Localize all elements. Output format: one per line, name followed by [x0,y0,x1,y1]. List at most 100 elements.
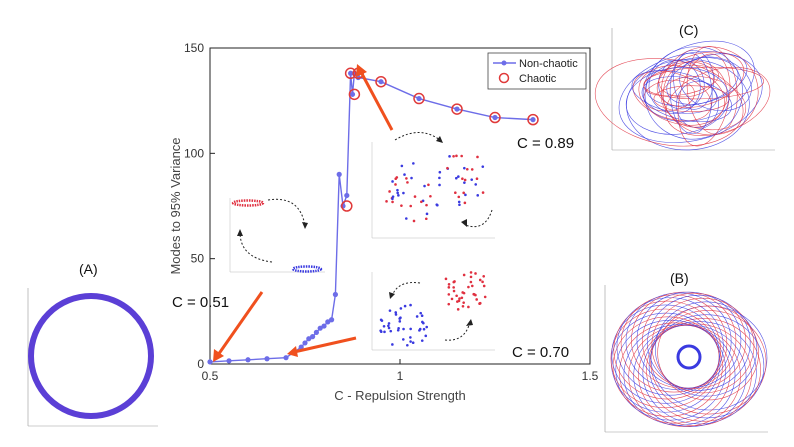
inset-dot [461,291,464,294]
inset-dot [461,177,464,181]
non-chaotic-point [325,319,331,325]
inset-dot [463,166,466,170]
non-chaotic-point [344,192,350,199]
inset-dot [406,181,409,184]
orbit-trace [612,316,723,417]
orbit-trace [646,318,761,422]
orbit-trace [669,52,713,135]
ring-orbit [28,293,154,419]
orbit-trace [641,76,733,122]
orbit-trace [650,305,768,411]
inset-dot [460,154,463,158]
inset-dot [452,289,456,293]
inset-dot [394,311,398,314]
inset-dot [447,302,451,306]
inset-dot [469,280,473,284]
orbit-trace [615,319,727,421]
panel-label-b: (B) [670,270,689,286]
inset-dot [475,177,479,181]
y-tick-label: 150 [184,41,204,55]
non-chaotic-point [317,325,323,331]
panel-label-a: (A) [79,261,98,277]
orbit-trace [661,46,759,136]
inset-dot [420,200,423,204]
inset-dot [425,325,429,329]
inset-dot [405,217,408,220]
non-chaotic-point [336,171,342,177]
non-chaotic-point [348,70,354,76]
chaotic-point [451,103,463,115]
inset-dot [483,295,487,299]
inset-dot [458,297,461,300]
inset-dot [436,203,439,207]
x-axis-label: C - Repulsion Strength [334,388,466,403]
inset-dot [397,326,400,330]
inset-dot [409,303,412,307]
panel-label-c: (C) [679,22,699,38]
inset-dot [455,294,458,298]
inset-dot [400,164,404,168]
non-chaotic-point [349,91,356,97]
inset-dot [391,343,394,346]
inset-dot [395,176,399,179]
orbit-trace [647,294,751,391]
inset-dot [385,200,388,203]
x-axis-ticks: 0.5 1 1.5 [202,359,599,383]
chaotic-point [489,111,501,124]
orbit-trace [656,51,745,108]
non-chaotic-point [321,323,327,329]
orbit-trace [625,67,730,135]
orbit-trace [643,66,764,100]
inset-dot [379,329,382,332]
orbit-trace [648,314,765,419]
orbit-trace [679,56,752,112]
inset-dot [418,327,422,331]
non-chaotic-point [207,359,213,365]
inset-dot [470,284,474,288]
inset-dot [389,329,393,333]
orbit-trace [657,305,759,401]
inset-dot [478,278,482,282]
panel-a-ring-plot [22,285,160,435]
inset-dot [469,271,473,274]
inset-dot [402,191,405,195]
inset-dot [410,176,413,180]
x-tick-label: 1 [397,369,404,383]
legend-chaotic-label: Chaotic [519,73,557,85]
arrow-c089 [356,64,394,131]
inset-dot [474,183,478,186]
chaotic-point [413,92,425,105]
inset-dot [457,299,461,303]
inset-dot [405,177,408,180]
inset-dot [446,166,449,170]
inset-dot [398,320,402,323]
non-chaotic-point [454,106,460,112]
inset-dot [403,304,407,308]
inset-dot [452,154,455,158]
plot-frame [209,47,591,365]
inset-dot [409,340,412,343]
inset-dot [454,191,457,195]
inset-dot [419,311,423,315]
inset-dot [391,197,394,201]
non-chaotic-point [378,79,384,85]
panel-b-orbit-plot [604,285,768,433]
inset-dot [429,194,432,198]
inset-dot [412,162,415,165]
inset-dot [450,297,454,301]
inset-dot [427,183,430,187]
inset-dot [476,194,480,197]
inset-dot [424,217,428,221]
inset-dot [397,194,400,197]
orbit-trace [654,301,758,397]
inset-dot [379,318,383,322]
inset-dot [387,326,391,330]
non-chaotic-point [416,95,422,102]
non-chaotic-point [283,355,289,361]
non-chaotic-point [298,344,304,350]
orbit-trace [643,79,695,112]
non-chaotic-point [226,358,232,364]
annotation-arrows [213,64,394,362]
inset-dot [470,168,474,171]
